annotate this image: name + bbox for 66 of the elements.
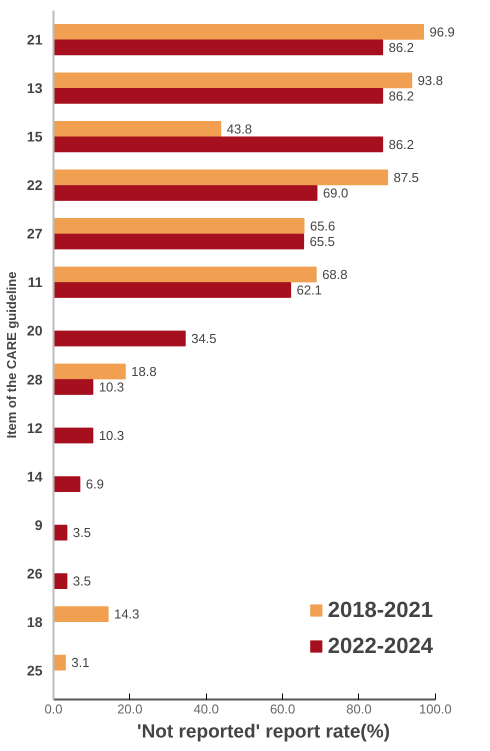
data-label: 65.6 [310, 218, 336, 234]
bar [54, 88, 384, 104]
data-label: 69.0 [322, 185, 348, 200]
bar [54, 170, 388, 186]
data-label: 34.5 [191, 331, 217, 346]
y-tick-label: 28 [26, 371, 43, 388]
bar [54, 606, 109, 622]
y-tick-label: 20 [26, 322, 43, 339]
data-label: 14.3 [114, 606, 140, 622]
bar [54, 379, 94, 395]
x-tick-label: 60.0 [270, 702, 296, 716]
bar [54, 476, 80, 492]
bar [54, 121, 222, 137]
bar [54, 428, 94, 444]
bar [54, 330, 186, 346]
bar [54, 654, 66, 670]
data-label: 87.5 [394, 170, 419, 185]
bar [54, 136, 384, 152]
bar [54, 40, 384, 56]
bar [54, 282, 292, 298]
data-label: 86.2 [388, 40, 414, 55]
bar [54, 234, 304, 250]
x-tick-label: 100.0 [419, 702, 452, 716]
data-label: 3.5 [72, 574, 91, 589]
data-label: 68.8 [322, 266, 348, 282]
y-tick-label: 25 [26, 662, 43, 678]
legend-label: 2018-2021 [328, 597, 433, 623]
data-label: 18.8 [131, 364, 157, 379]
data-label: 65.5 [310, 234, 335, 249]
y-tick-label: 22 [26, 177, 43, 194]
data-label: 3.1 [71, 655, 90, 670]
x-tick-label: 40.0 [194, 702, 219, 716]
y-tick-label: 12 [26, 420, 43, 436]
y-tick-label: 27 [26, 226, 43, 242]
bar [54, 24, 424, 40]
y-tick-label: 15 [26, 128, 43, 145]
y-tick-label: 9 [34, 516, 43, 533]
x-axis-title: 'Not reported' report rate(%) [137, 722, 390, 742]
data-label: 6.9 [86, 476, 104, 492]
bar [54, 364, 126, 380]
y-tick-label: 21 [26, 32, 43, 48]
bar [54, 266, 317, 282]
data-label: 10.3 [98, 428, 124, 444]
bar [54, 524, 68, 540]
y-tick-label: 14 [26, 468, 43, 484]
legend-label: 2022-2024 [328, 633, 433, 659]
data-label: 43.8 [226, 121, 252, 136]
data-label: 3.5 [72, 525, 91, 540]
data-label: 96.9 [429, 24, 455, 40]
x-tick-label: 80.0 [346, 702, 372, 716]
y-tick-label: 18 [26, 614, 43, 630]
y-axis-title: Item of the CARE guideline [4, 272, 19, 438]
data-label: 93.8 [418, 72, 443, 88]
x-tick-label: 0.0 [44, 702, 63, 716]
bar [54, 185, 318, 201]
data-label: 62.1 [296, 282, 322, 298]
y-tick-label: 11 [28, 274, 43, 290]
bar [54, 218, 304, 234]
x-tick-label: 20.0 [117, 702, 143, 716]
data-label: 86.2 [388, 88, 414, 104]
y-tick-label: 26 [26, 565, 43, 582]
data-label: 86.2 [388, 136, 414, 152]
bar [54, 72, 412, 88]
bar [54, 573, 68, 589]
y-tick-label: 13 [26, 80, 43, 96]
data-label: 10.3 [98, 380, 124, 395]
